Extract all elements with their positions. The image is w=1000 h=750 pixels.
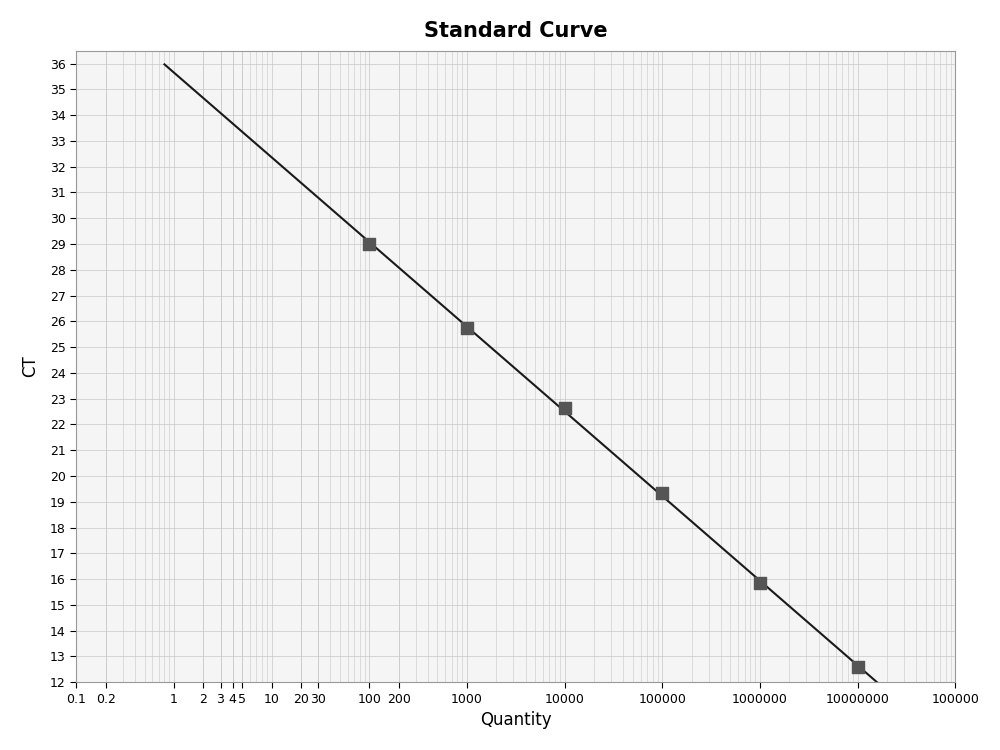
Title: Standard Curve: Standard Curve: [424, 21, 608, 40]
Point: [557, 402, 573, 414]
Point: [850, 661, 866, 673]
Point: [459, 322, 475, 334]
X-axis label: Quantity: Quantity: [480, 711, 552, 729]
Y-axis label: CT: CT: [21, 356, 39, 377]
Point: [361, 238, 377, 250]
Point: [654, 487, 670, 499]
Point: [752, 577, 768, 589]
